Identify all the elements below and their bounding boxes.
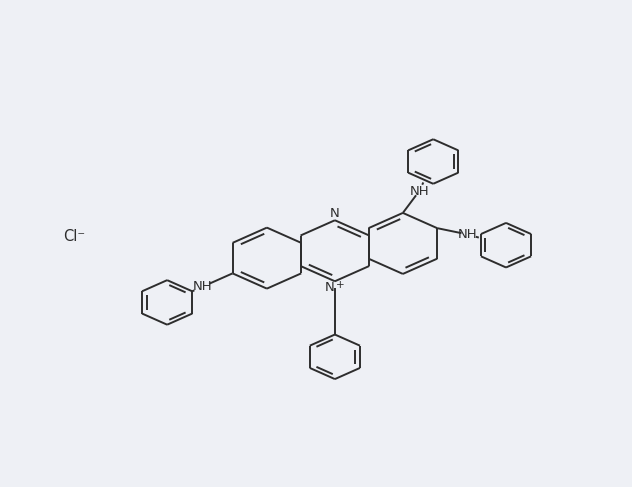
Text: NH: NH <box>410 185 429 198</box>
Text: N: N <box>330 207 340 221</box>
Text: Cl⁻: Cl⁻ <box>63 229 85 244</box>
Text: NH: NH <box>458 228 477 241</box>
Text: +: + <box>336 280 344 290</box>
Text: NH: NH <box>193 280 212 293</box>
Text: N: N <box>325 281 335 294</box>
